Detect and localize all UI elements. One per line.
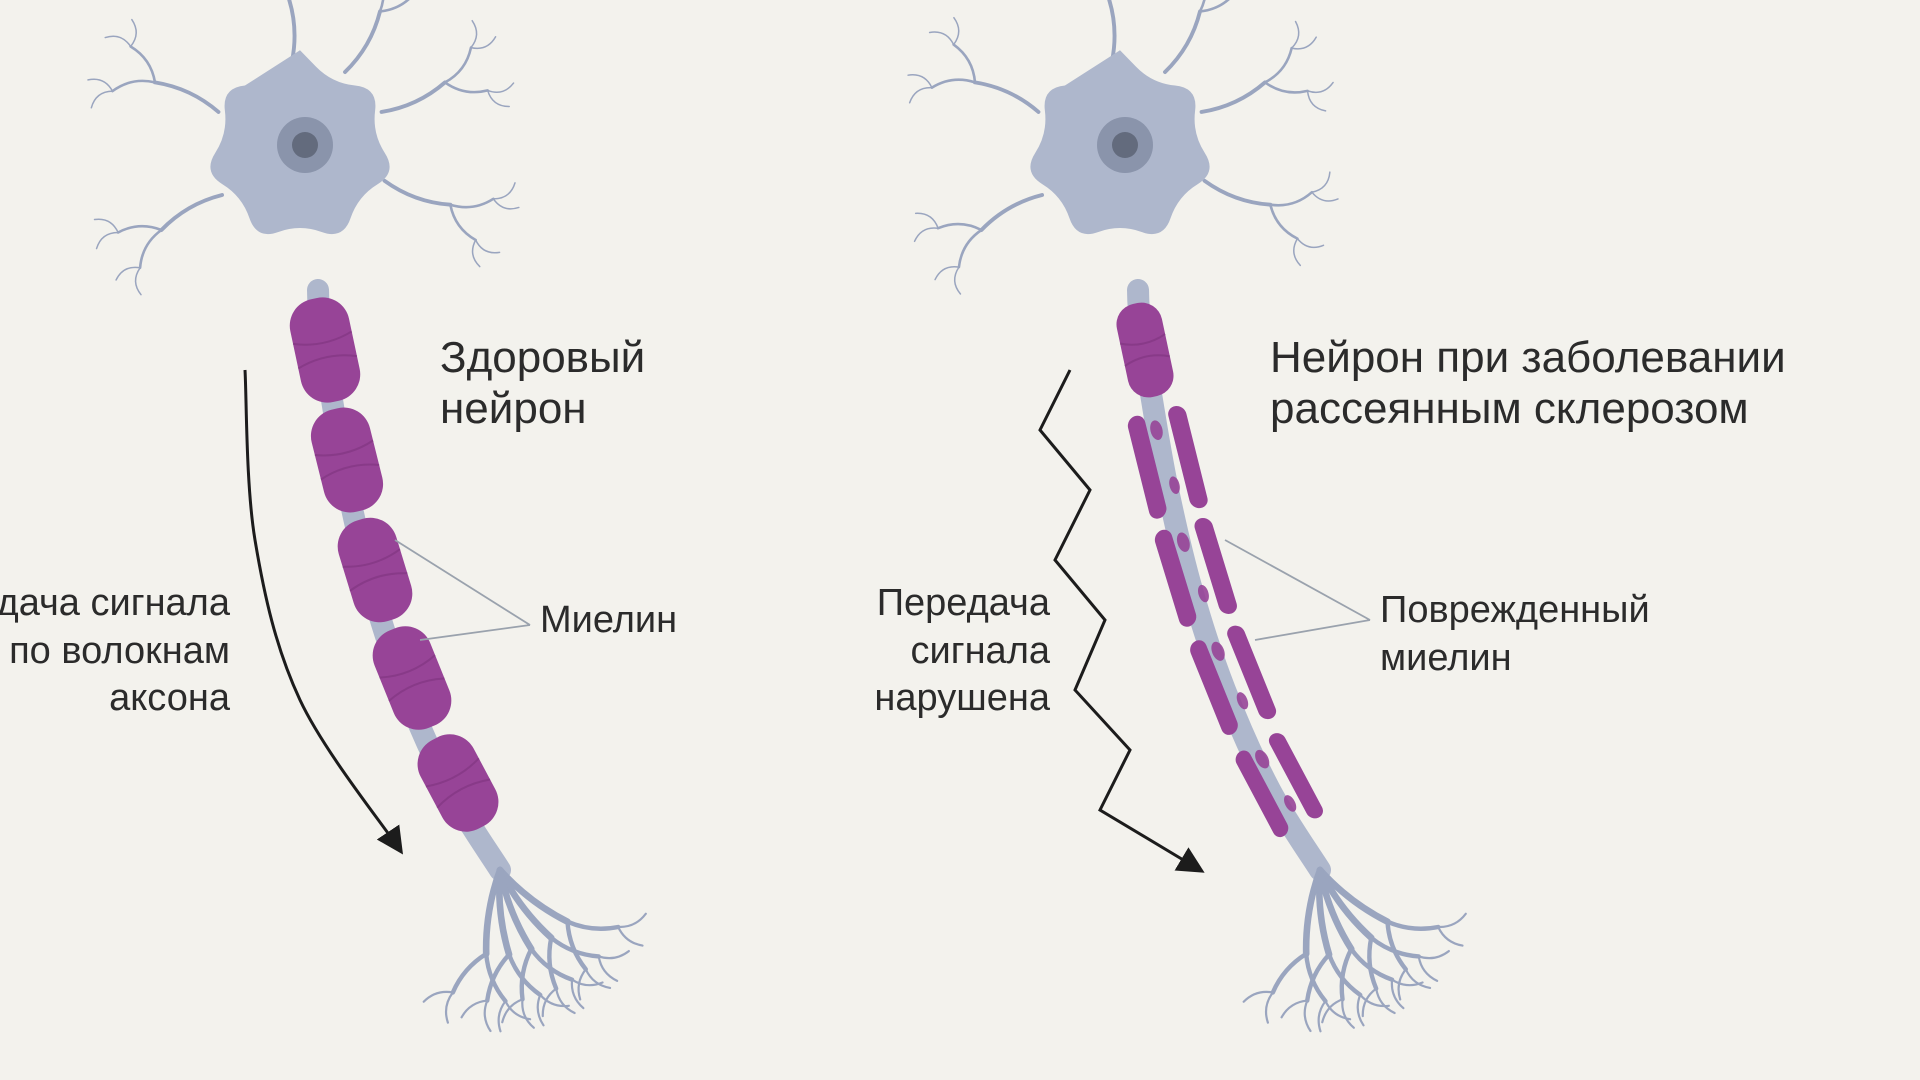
ms-signal-l3: нарушена	[874, 675, 1050, 723]
healthy-signal-l1: Передача сигнала	[0, 580, 230, 628]
healthy-myelin-label: Миелин	[540, 597, 677, 645]
diagram-svg	[0, 0, 1920, 1080]
ms-myelin-label-l2: миелин	[1380, 635, 1512, 683]
ms-title-l1: Нейрон при заболевании	[1270, 330, 1786, 385]
healthy-title-l2: нейрон	[440, 381, 587, 436]
healthy-signal-l3: аксона	[109, 675, 230, 723]
neuron-diagram: Здоровый нейрон Миелин Передача сигнала …	[0, 0, 1920, 1080]
ms-title-l2: рассеянным склерозом	[1270, 381, 1749, 436]
healthy-title-l1: Здоровый	[440, 330, 645, 385]
ms-myelin-label-l1: Поврежденный	[1380, 587, 1650, 635]
ms-signal-l2: сигнала	[910, 628, 1050, 676]
ms-signal-l1: Передача	[877, 580, 1050, 628]
healthy-signal-l2: по волокнам	[9, 628, 230, 676]
